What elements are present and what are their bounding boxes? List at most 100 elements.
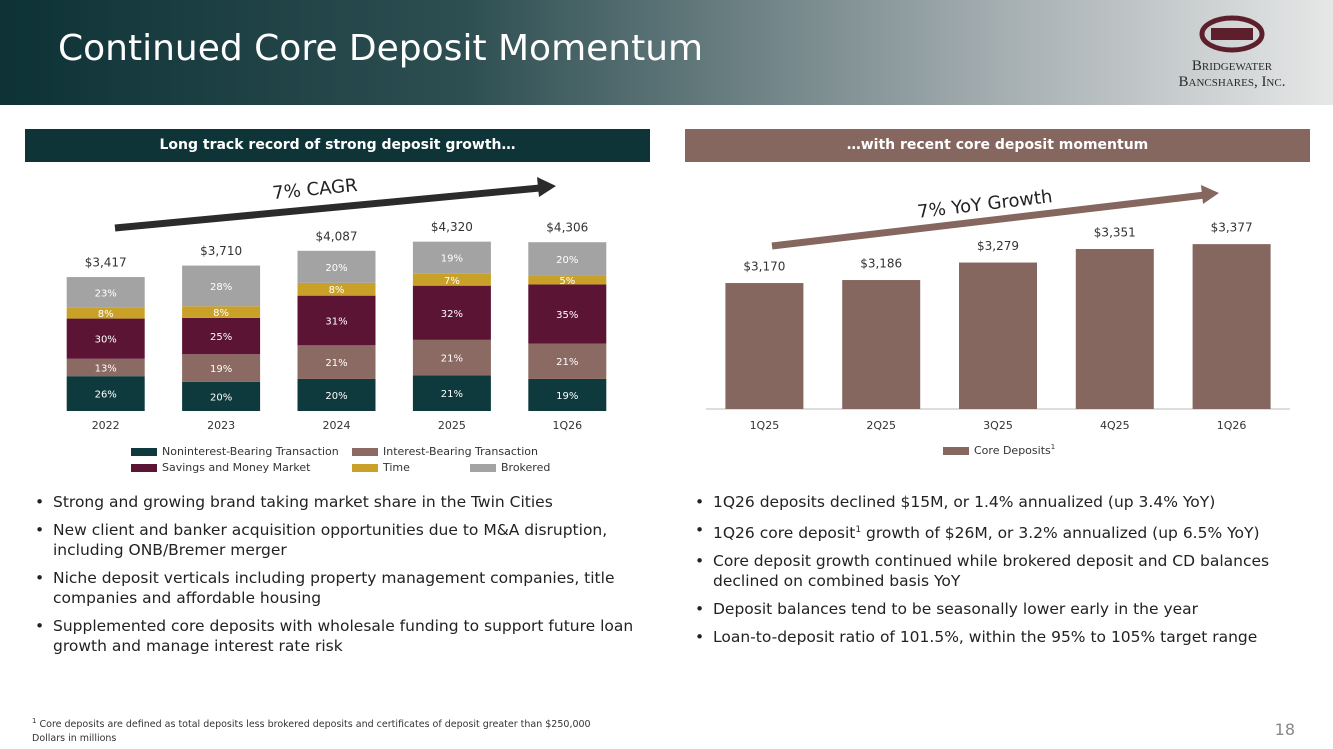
data-label: 20% [325,391,347,402]
data-label: $3,186 [860,257,902,271]
data-label: 8% [329,285,345,296]
bar-segment [182,354,261,382]
arrow-head [1201,185,1219,204]
x-tick-label: 1Q26 [552,419,582,432]
legend-text: Interest-Bearing Transaction [383,445,538,458]
bar-segment [297,282,376,296]
bar [842,280,921,409]
bullet-text: 1Q26 deposits declined $15M, or 1.4% ann… [713,493,1216,511]
data-label: 23% [95,288,117,299]
arrow [114,184,541,232]
footnote-text: Core deposits are defined as total depos… [39,719,591,731]
bullet-text: Loan-to-deposit ratio of 101.5%, within … [713,628,1258,647]
data-label: 32% [441,309,463,320]
legend-label: Interest-Bearing Transaction [383,445,538,458]
legend-swatch [470,464,496,472]
footnote: Dollars in millions [32,733,117,744]
bar [1075,249,1154,409]
bar-segment [412,241,491,274]
data-label: 21% [325,358,347,369]
bar-segment [412,339,491,376]
bar-segment [66,307,145,319]
bar-segment [66,277,145,308]
logo-mark [1199,15,1265,53]
bar [1192,244,1271,409]
legend-text: Time [382,461,410,474]
slide-title: Continued Core Deposit Momentum [58,28,704,69]
bar-segment [412,273,491,286]
legend-swatch [943,447,969,455]
bullet: Supplemented core deposits with wholesal… [35,616,647,656]
total-label: $4,087 [316,229,358,243]
bullet: Core deposit growth continued while brok… [695,551,1307,591]
total-label: $4,306 [546,221,588,235]
bar-segment [66,358,145,377]
bullet: Loan-to-deposit ratio of 101.5%, within … [695,627,1307,647]
data-label: 28% [210,282,232,293]
bullet-text: 1Q26 core deposit [713,524,856,543]
x-tick-label: 2025 [438,419,466,432]
bar-segment [297,378,376,411]
header: Continued Core Deposit Momentum Bridgewa… [0,0,1333,105]
legend-swatch [352,464,378,472]
bar-segment [528,343,607,379]
bar-segment [182,265,261,307]
bullet-text: growth of $26M, or 3.2% annualized (up 6… [861,524,1260,543]
data-label: 19% [210,364,232,375]
bullet: 1Q26 core deposit1 growth of $26M, or 3.… [695,520,1307,543]
bullets: Strong and growing brand taking market s… [35,492,647,664]
legend-text: Savings and Money Market [162,461,311,474]
bullets: 1Q26 deposits declined $15M, or 1.4% ann… [695,492,1307,655]
bar-segment [182,381,261,411]
logo-text: Bridgewater [1191,58,1273,74]
data-label: 35% [556,310,578,321]
bullet-text: Core deposit growth continued while brok… [713,552,1270,591]
bar [725,283,804,409]
bar-segment [182,306,261,318]
legend-swatch [131,448,157,456]
total-label: $3,710 [200,244,242,258]
bullet-text: Deposit balances tend to be seasonally l… [713,600,1199,619]
bar-segment [297,250,376,283]
total-label: $4,320 [431,220,473,234]
data-label: 20% [556,255,578,266]
bar-segment [528,284,607,344]
x-tick-label: 4Q25 [1100,419,1130,432]
legend-text: Noninterest-Bearing Transaction [162,445,339,458]
legend-swatch [352,448,378,456]
x-tick-label: 1Q26 [1217,419,1247,432]
legend-text: Core Deposits [974,444,1051,457]
data-label: 7% [444,276,460,287]
data-label: 13% [95,363,117,374]
annotation: 7% CAGR [271,175,358,204]
data-label: 26% [95,390,117,401]
bar-segment [528,242,607,276]
bar-segment [528,275,607,285]
bar-segment [66,318,145,359]
data-label: 20% [325,263,347,274]
x-tick-label: 2024 [323,419,351,432]
data-label: 19% [441,254,463,265]
data-label: 20% [210,392,232,403]
x-tick-label: 3Q25 [983,419,1013,432]
bullet: Strong and growing brand taking market s… [35,492,647,512]
data-label: 21% [441,389,463,400]
legend-text: Brokered [501,461,550,474]
data-label: $3,170 [743,260,785,274]
x-tick-label: 2Q25 [866,419,896,432]
charts: 26% 13% 30% 8% 23% $3,417 2022 20% 19% 25% 8% 28% $3… [66,175,1290,474]
total-label: $3,417 [85,256,127,270]
legend-label: Core Deposits1 [974,443,1055,457]
data-label: 21% [556,357,578,368]
panel-heading: …with recent core deposit momentum [685,129,1310,162]
data-label: 31% [325,316,347,327]
bar-segment [297,345,376,379]
bullet: Deposit balances tend to be seasonally l… [695,599,1307,619]
page-number: 18 [1274,720,1295,739]
arrow-head [537,177,556,197]
bullet: New client and banker acquisition opport… [35,520,647,560]
bullet: Niche deposit verticals including proper… [35,568,647,608]
data-label: 8% [213,308,229,319]
data-label: 21% [441,354,463,365]
legend-label: Noninterest-Bearing Transaction [162,445,339,458]
